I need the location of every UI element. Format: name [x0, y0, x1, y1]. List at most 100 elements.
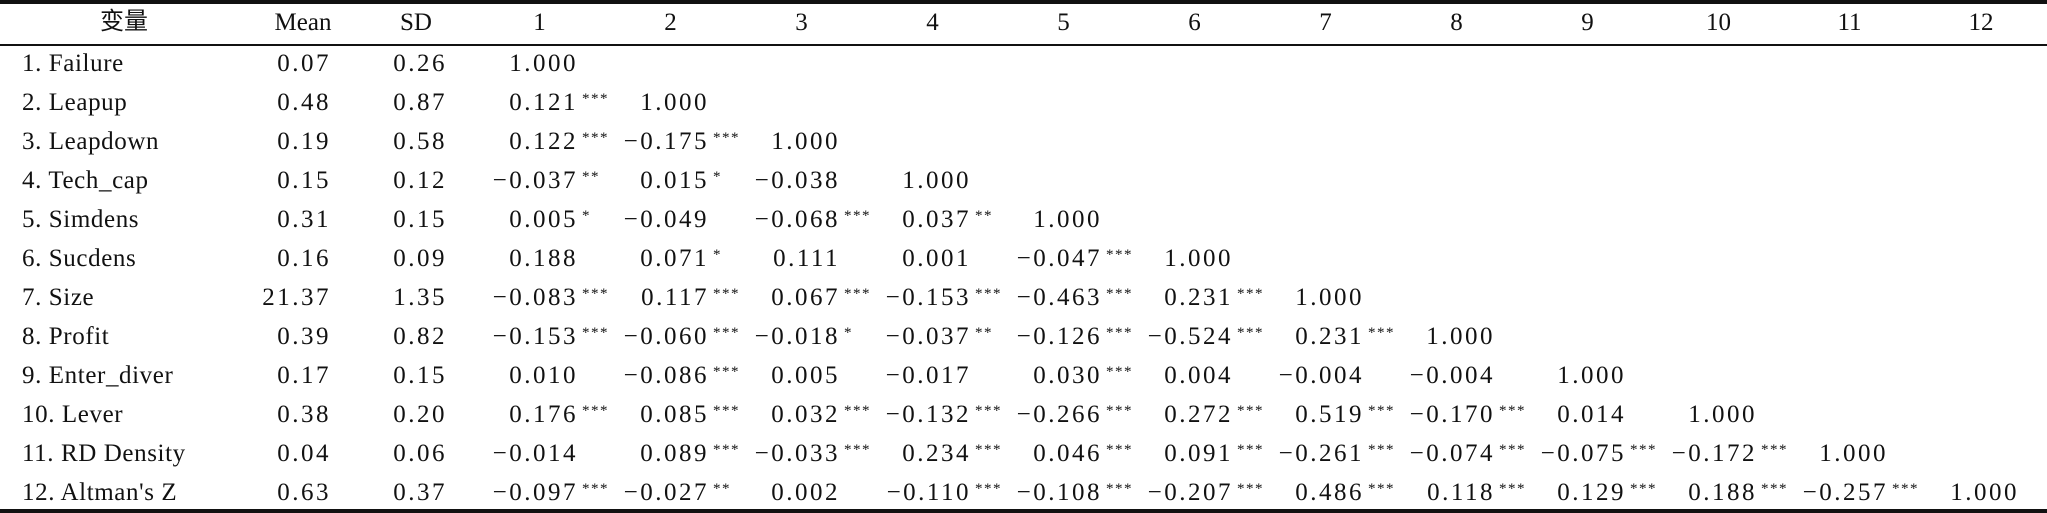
sd-value: 0.87: [393, 88, 447, 116]
mean-value: 0.48: [277, 88, 331, 116]
column-header: 7: [1319, 8, 1332, 36]
significance-stars: ***: [1237, 402, 1264, 419]
correlation-cell: 1.000: [474, 51, 605, 76]
correlation-cell: 1.000: [1129, 246, 1260, 271]
correlation-value: −0.097: [492, 478, 578, 506]
correlation-value: 0.176: [509, 400, 578, 428]
sd-value: 0.15: [393, 361, 447, 389]
correlation-cell: 0.231 ***: [1260, 322, 1393, 350]
correlation-cell: −0.108 ***: [998, 480, 1132, 505]
significance-stars: ***: [975, 480, 1002, 497]
significance-stars: ***: [582, 129, 609, 146]
correlation-value: 0.089: [640, 439, 709, 467]
correlation-cell: −0.172 ***: [1653, 439, 1787, 467]
significance-stars: ***: [1106, 441, 1133, 458]
table-body: 1. Failure 0.07 0.26 1.000 2. Leapup 0.48 0.87…: [0, 44, 2047, 512]
correlation-cell: 1.000: [736, 129, 867, 154]
significance-stars: *: [582, 207, 591, 224]
correlation-value: 0.231: [1164, 283, 1233, 311]
mean-value: 0.38: [277, 400, 331, 428]
correlation-value: 1.000: [1950, 478, 2019, 506]
correlation-value: 0.272: [1164, 400, 1233, 428]
correlation-cell: 1.000: [605, 90, 736, 115]
correlation-value: 1.000: [1295, 283, 1364, 311]
mean-value: 0.16: [277, 244, 331, 272]
significance-stars: ***: [582, 402, 609, 419]
correlation-value: −0.153: [492, 322, 578, 350]
correlation-cell: 0.032 ***: [736, 402, 869, 427]
correlation-value: 0.188: [509, 244, 578, 272]
significance-stars: ***: [1237, 480, 1264, 497]
correlation-value: 0.188: [1688, 478, 1757, 506]
correlation-cell: 0.002: [736, 480, 867, 505]
column-header: 6: [1188, 8, 1201, 36]
correlation-cell: 1.000: [1653, 402, 1784, 427]
correlation-cell: −0.110 ***: [867, 480, 1001, 505]
correlation-value: 0.015: [640, 166, 709, 194]
correlation-cell: 0.030 ***: [998, 363, 1131, 388]
variable-label: 3. Leapdown: [22, 127, 160, 155]
significance-stars: ***: [1106, 402, 1133, 419]
correlation-cell: −0.017: [867, 363, 998, 388]
significance-stars: ***: [1499, 480, 1526, 497]
correlation-value: −0.037: [885, 322, 971, 350]
correlation-cell: −0.524 ***: [1129, 324, 1263, 349]
correlation-value: 0.519: [1295, 400, 1364, 428]
correlation-value: 0.046: [1033, 439, 1102, 467]
correlation-cell: −0.207 ***: [1129, 480, 1263, 505]
correlation-value: 0.117: [641, 283, 709, 311]
correlation-cell: −0.004: [1391, 363, 1522, 388]
significance-stars: ***: [1368, 324, 1395, 341]
correlation-value: 0.005: [771, 361, 840, 389]
significance-stars: ***: [1237, 285, 1264, 302]
correlation-cell: −0.037 **: [867, 324, 998, 349]
correlation-cell: 0.234 ***: [867, 439, 1000, 467]
correlation-value: −0.014: [492, 439, 578, 467]
significance-stars: ***: [1106, 480, 1133, 497]
correlation-value: −0.075: [1540, 439, 1626, 467]
correlation-cell: 1.000: [1260, 285, 1391, 310]
mean-value: 0.63: [277, 478, 331, 506]
correlation-value: 1.000: [1819, 439, 1888, 467]
significance-stars: ***: [1106, 246, 1133, 263]
correlation-value: 1.000: [1164, 244, 1233, 272]
correlation-cell: 0.005: [736, 363, 867, 388]
sd-value: 0.82: [393, 322, 447, 350]
variable-label: 11. RD Density: [22, 439, 186, 467]
header-sd: SD: [400, 8, 432, 36]
correlation-value: −0.083: [492, 283, 578, 311]
correlation-cell: 0.188 ***: [1653, 478, 1786, 506]
significance-stars: ***: [975, 441, 1002, 458]
correlation-value: −0.004: [1409, 361, 1495, 389]
sd-value: 1.35: [393, 283, 447, 311]
table-row: 2. Leapup 0.48 0.87 0.121 *** 1.000: [0, 83, 2047, 122]
header-rule: [0, 44, 2047, 46]
correlation-value: −0.017: [885, 361, 971, 389]
correlation-value: 0.231: [1295, 322, 1364, 350]
column-header: 11: [1837, 8, 1862, 36]
correlation-cell: −0.027 **: [605, 480, 736, 505]
column-header: 3: [795, 8, 808, 36]
significance-stars: *: [713, 168, 722, 185]
mean-value: 0.31: [277, 205, 331, 233]
significance-stars: **: [975, 324, 993, 341]
top-rule: [0, 0, 2047, 4]
correlation-value: 1.000: [1688, 400, 1757, 428]
table-row: 3. Leapdown 0.19 0.58 0.122 *** −0.175 *** 1.00…: [0, 122, 2047, 161]
table-row: 5. Simdens 0.31 0.15 0.005 * −0.049 −0.068 *** 0…: [0, 200, 2047, 239]
correlation-value: −0.266: [1016, 400, 1102, 428]
correlation-cell: −0.257 ***: [1784, 480, 1918, 505]
significance-stars: **: [713, 480, 731, 497]
correlation-cell: 0.071 *: [605, 246, 736, 271]
significance-stars: ***: [1106, 324, 1133, 341]
significance-stars: ***: [1106, 363, 1133, 380]
correlation-value: −0.047: [1016, 244, 1102, 272]
correlation-value: −0.172: [1671, 439, 1757, 467]
correlation-cell: 0.121 ***: [474, 90, 607, 115]
significance-stars: *: [713, 246, 722, 263]
correlation-value: 0.234: [902, 439, 971, 467]
correlation-cell: −0.074 ***: [1391, 441, 1525, 466]
variable-label: 1. Failure: [22, 49, 124, 77]
correlation-cell: −0.463 ***: [998, 285, 1132, 310]
correlation-cell: 0.111: [736, 246, 867, 271]
